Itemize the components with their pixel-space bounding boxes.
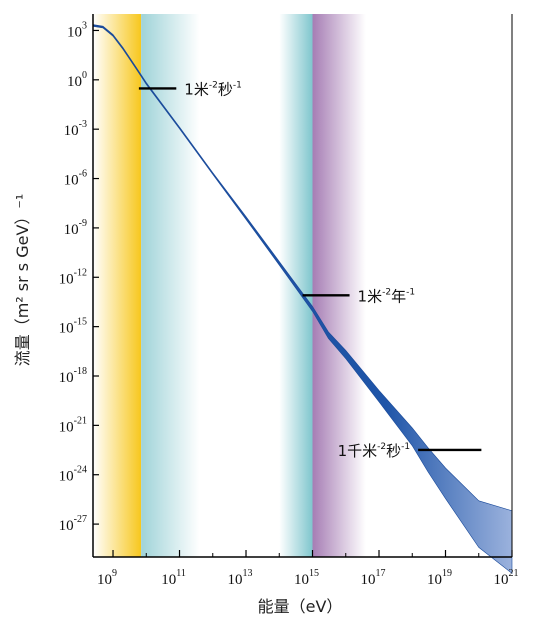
y-tick-label: 10-24 <box>59 465 87 485</box>
x-tick-label: 1013 <box>228 568 253 588</box>
energy-band <box>93 14 142 557</box>
tick-base: 10 <box>494 572 509 588</box>
tick-exponent: 21 <box>509 568 519 579</box>
tick-exponent: -3 <box>79 119 87 130</box>
tick-exponent: 15 <box>309 568 319 579</box>
y-tick-label: 10-6 <box>64 169 87 189</box>
energy-bands <box>93 14 366 557</box>
x-axis-ticks: 109 1011 1013 1015 1017 1019 1021 <box>97 550 519 588</box>
annotation-exponent: -2 <box>377 442 386 452</box>
annotation-exponent: -2 <box>209 80 218 90</box>
tick-exponent: -12 <box>74 267 87 278</box>
y-tick-label: 10-12 <box>59 267 87 287</box>
tick-base: 10 <box>97 572 112 588</box>
tick-base: 10 <box>67 74 82 90</box>
x-axis-title: 能量（eV） <box>258 597 343 616</box>
tick-base: 10 <box>59 321 74 337</box>
annotation-text: 1千米 <box>338 442 378 460</box>
tick-base: 10 <box>64 123 79 139</box>
tick-exponent: 3 <box>82 20 87 31</box>
axes-frame <box>92 14 513 558</box>
y-tick-label: 10-15 <box>59 317 87 337</box>
annotation-text: 秒 <box>386 442 401 460</box>
annotation-label: 1米-2秒-1 <box>184 80 242 98</box>
tick-base: 10 <box>59 271 74 287</box>
y-axis-title: 流量（m² sr s GeV）⁻¹ <box>13 194 32 367</box>
tick-base: 10 <box>427 572 442 588</box>
tick-exponent: 0 <box>82 70 87 81</box>
annotation-exponent: -1 <box>233 80 242 90</box>
tick-base: 10 <box>59 469 74 485</box>
y-tick-label: 103 <box>67 20 87 40</box>
annotation-text: 1米 <box>358 287 383 305</box>
y-tick-label: 10-18 <box>59 366 87 386</box>
annotation-exponent: -1 <box>406 287 415 297</box>
energy-band <box>312 14 366 557</box>
tick-base: 10 <box>228 572 243 588</box>
annotation-text: 年 <box>391 287 406 305</box>
annotation-label: 1米-2年-1 <box>358 287 416 305</box>
tick-exponent: 17 <box>376 568 386 579</box>
tick-base: 10 <box>294 572 309 588</box>
tick-exponent: -15 <box>74 317 87 328</box>
x-tick-label: 1019 <box>427 568 452 588</box>
tick-base: 10 <box>59 370 74 386</box>
y-tick-label: 10-9 <box>64 218 87 238</box>
tick-base: 10 <box>59 518 74 534</box>
y-tick-label: 100 <box>67 70 87 90</box>
annotation-label: 1千米-2秒-1 <box>338 442 411 460</box>
tick-exponent: -27 <box>74 514 87 525</box>
x-tick-label: 1011 <box>161 568 186 588</box>
tick-base: 10 <box>361 572 376 588</box>
x-tick-label: 1015 <box>294 568 319 588</box>
y-axis-ticks: 10310010-310-610-910-1210-1510-1810-2110… <box>59 20 99 534</box>
y-tick-label: 10-3 <box>64 119 87 139</box>
annotation-exponent: -1 <box>401 442 410 452</box>
tick-exponent: 13 <box>243 568 253 579</box>
tick-exponent: -18 <box>74 366 87 377</box>
flux-curve <box>92 24 513 575</box>
tick-exponent: 9 <box>112 568 117 579</box>
tick-exponent: -21 <box>74 415 87 426</box>
tick-exponent: 19 <box>442 568 452 579</box>
flux-series <box>92 24 513 575</box>
annotation-exponent: -2 <box>382 287 391 297</box>
x-tick-label: 109 <box>97 568 117 588</box>
annotation-text: 1米 <box>184 80 209 98</box>
tick-base: 10 <box>64 222 79 238</box>
x-tick-label: 1017 <box>361 568 386 588</box>
tick-exponent: -24 <box>74 465 87 476</box>
tick-exponent: 11 <box>176 568 186 579</box>
tick-base: 10 <box>161 572 176 588</box>
tick-base: 10 <box>64 173 79 189</box>
x-tick-label: 1021 <box>494 568 519 588</box>
tick-exponent: -9 <box>79 218 87 229</box>
y-tick-label: 10-21 <box>59 415 87 435</box>
y-tick-label: 10-27 <box>59 514 87 534</box>
energy-band <box>141 14 200 557</box>
tick-base: 10 <box>59 419 74 435</box>
tick-exponent: -6 <box>79 169 87 180</box>
annotation-text: 秒 <box>218 80 233 98</box>
tick-base: 10 <box>67 24 82 40</box>
